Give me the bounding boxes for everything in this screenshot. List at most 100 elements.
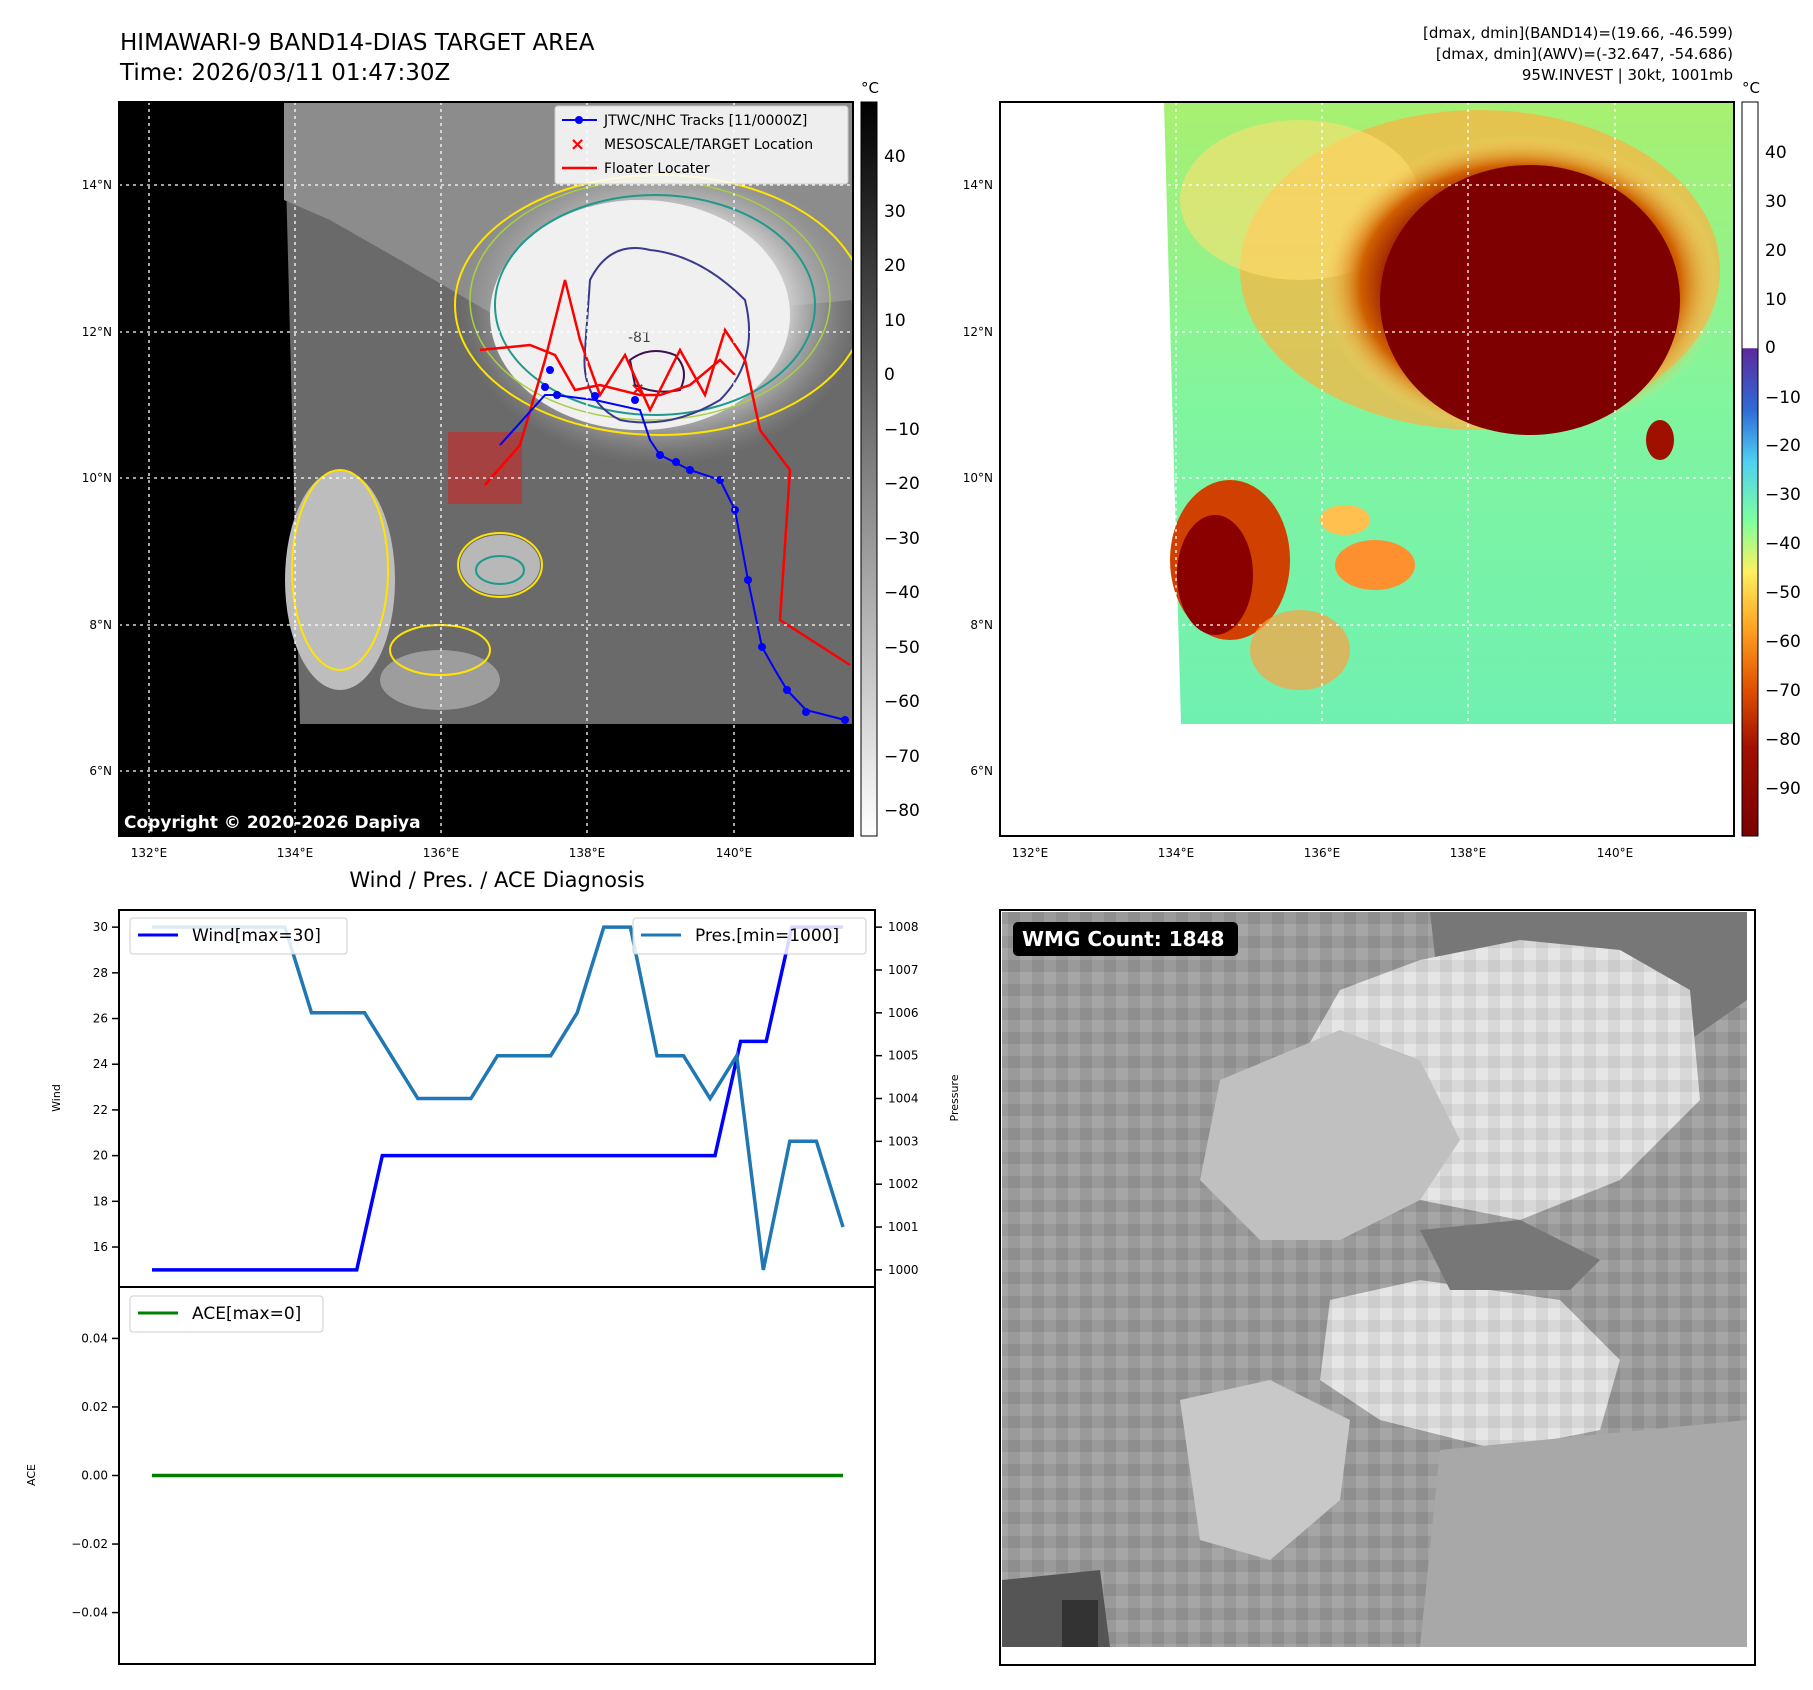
awv-colorbar: °C 40 30 20 10 0 −10 −20 −30 −40 −50 −60… bbox=[1741, 79, 1801, 837]
ir-colorbar: °C 40 30 20 10 0 −10 −20 −30 −40 −50 −60… bbox=[860, 79, 920, 837]
wind-legend-label: Wind[max=30] bbox=[192, 926, 321, 946]
track-points bbox=[541, 366, 849, 724]
ir-tick: 0 bbox=[884, 365, 895, 385]
ir-tick: −80 bbox=[884, 801, 920, 821]
ace-tick-label: 0.02 bbox=[81, 1400, 108, 1414]
pressure-axis-label: Pressure bbox=[948, 1074, 961, 1121]
awv-tick: −70 bbox=[1765, 681, 1801, 701]
lon-label: 134°E bbox=[277, 846, 314, 860]
ir-tick: −70 bbox=[884, 747, 920, 767]
pressure-tick-label: 1008 bbox=[888, 920, 919, 934]
ir-lat-labels: 14°N 12°N 10°N 8°N 6°N bbox=[82, 178, 112, 778]
awv-colorbar-unit: °C bbox=[1742, 79, 1760, 97]
awv-tick: −20 bbox=[1765, 436, 1801, 456]
ace-legend-label: ACE[max=0] bbox=[192, 1304, 301, 1324]
ir-tick: −40 bbox=[884, 583, 920, 603]
awv-tick: 30 bbox=[1765, 192, 1787, 212]
awv-tick: −30 bbox=[1765, 485, 1801, 505]
wind-tick-label: 26 bbox=[93, 1012, 108, 1026]
dmax-band14: [dmax, dmin](BAND14)=(19.66, -46.599) bbox=[1423, 24, 1733, 42]
awv-colorbar-ticks: 40 30 20 10 0 −10 −20 −30 −40 −50 −60 −7… bbox=[1765, 143, 1801, 799]
ace-tick-label: 0.04 bbox=[81, 1331, 108, 1345]
lat-label: 10°N bbox=[82, 471, 112, 485]
ir-tick: −20 bbox=[884, 474, 920, 494]
awv-map: 132°E 134°E 136°E 138°E 140°E 14°N 12°N … bbox=[963, 79, 1801, 860]
copyright: Copyright © 2020-2026 Dapiya bbox=[124, 813, 421, 833]
ace-tick-label: 0.00 bbox=[81, 1469, 108, 1483]
pressure-tick-label: 1000 bbox=[888, 1263, 919, 1277]
ir-tick: −60 bbox=[884, 692, 920, 712]
ace-axis-label: ACE bbox=[25, 1464, 38, 1486]
ace-chart: ACE 0.04 0.02 0.00 −0.02 −0.04 ACE[max=0] bbox=[25, 1286, 876, 1665]
ir-tick: 30 bbox=[884, 202, 906, 222]
lat-label: 6°N bbox=[970, 764, 993, 778]
figure-time: Time: 2026/03/11 01:47:30Z bbox=[119, 60, 450, 86]
pressure-tick-label: 1002 bbox=[888, 1177, 919, 1191]
storm-info: 95W.INVEST | 30kt, 1001mb bbox=[1522, 66, 1733, 84]
pressure-tick-label: 1003 bbox=[888, 1134, 919, 1148]
wind-tick-label: 30 bbox=[93, 920, 108, 934]
lat-label: 12°N bbox=[82, 325, 112, 339]
wind-series-line bbox=[152, 925, 843, 1272]
pressure-legend-label: Pres.[min=1000] bbox=[695, 926, 839, 946]
awv-tick: −80 bbox=[1765, 730, 1801, 750]
awv-tick: −90 bbox=[1765, 779, 1801, 799]
lon-label: 140°E bbox=[716, 846, 753, 860]
lon-label: 138°E bbox=[1450, 846, 1487, 860]
ace-legend: ACE[max=0] bbox=[129, 1295, 324, 1333]
lat-label: 6°N bbox=[89, 764, 112, 778]
ir-tick: 40 bbox=[884, 147, 906, 167]
ir-gridlines bbox=[119, 102, 853, 836]
target-marker: × bbox=[630, 379, 645, 400]
ir-legend: JTWC/NHC Tracks [11/0000Z] × MESOSCALE/T… bbox=[554, 105, 849, 185]
pressure-tick-label: 1001 bbox=[888, 1220, 919, 1234]
lon-label: 136°E bbox=[423, 846, 460, 860]
contour-teal bbox=[494, 194, 816, 416]
wmg-count-badge bbox=[1013, 922, 1238, 956]
dmax-awv: [dmax, dmin](AWV)=(-32.647, -54.686) bbox=[1436, 45, 1733, 63]
contour-navy bbox=[583, 247, 751, 424]
ir-tick: 20 bbox=[884, 256, 906, 276]
awv-lon-labels: 132°E 134°E 136°E 138°E 140°E bbox=[1012, 846, 1634, 860]
pressure-tick-label: 1007 bbox=[888, 963, 919, 977]
floater-locater-path bbox=[484, 279, 851, 667]
lat-label: 14°N bbox=[82, 178, 112, 192]
wind-tick-label: 22 bbox=[93, 1103, 108, 1117]
awv-tick: 20 bbox=[1765, 241, 1787, 261]
pressure-legend: Pres.[min=1000] bbox=[632, 917, 867, 955]
awv-dry-core bbox=[1380, 165, 1680, 435]
awv-tick: −60 bbox=[1765, 632, 1801, 652]
lon-label: 132°E bbox=[1012, 846, 1049, 860]
lat-label: 8°N bbox=[89, 618, 112, 632]
figure-title: HIMAWARI-9 BAND14-DIAS TARGET AREA bbox=[120, 30, 595, 56]
awv-tick: 10 bbox=[1765, 290, 1787, 310]
wind-tick-label: 16 bbox=[93, 1240, 108, 1254]
mesoscale-target-box bbox=[448, 432, 522, 504]
lon-label: 134°E bbox=[1158, 846, 1195, 860]
ir-colorbar-unit: °C bbox=[861, 79, 879, 97]
ir-map: × -81 Copyright © 2020-2026 Dapiya JTWC/… bbox=[82, 79, 920, 860]
awv-tick: −40 bbox=[1765, 534, 1801, 554]
legend-tracks: JTWC/NHC Tracks [11/0000Z] bbox=[603, 113, 807, 129]
ace-tick-label: −0.02 bbox=[71, 1537, 108, 1551]
svg-text:×: × bbox=[570, 134, 585, 155]
awv-lat-labels: 14°N 12°N 10°N 8°N 6°N bbox=[963, 178, 993, 778]
pressure-tick-label: 1006 bbox=[888, 1006, 919, 1020]
wind-axis-label: Wind bbox=[50, 1084, 63, 1112]
lat-label: 14°N bbox=[963, 178, 993, 192]
lat-label: 10°N bbox=[963, 471, 993, 485]
diagnosis-title: Wind / Pres. / ACE Diagnosis bbox=[349, 868, 644, 892]
contour-label: -81 bbox=[628, 330, 651, 346]
wmg-count: WMG Count: 1848 bbox=[1022, 927, 1224, 951]
pressure-tick-label: 1004 bbox=[888, 1092, 919, 1106]
lon-label: 136°E bbox=[1304, 846, 1341, 860]
awv-tick: −10 bbox=[1765, 388, 1801, 408]
lat-label: 12°N bbox=[963, 325, 993, 339]
pressure-tick-label: 1005 bbox=[888, 1049, 919, 1063]
wind-tick-label: 24 bbox=[93, 1057, 108, 1071]
wind-tick-label: 28 bbox=[93, 966, 108, 980]
awv-tick: 40 bbox=[1765, 143, 1787, 163]
wind-tick-label: 18 bbox=[93, 1194, 108, 1208]
ir-lon-labels: 132°E 134°E 136°E 138°E 140°E bbox=[131, 846, 753, 860]
